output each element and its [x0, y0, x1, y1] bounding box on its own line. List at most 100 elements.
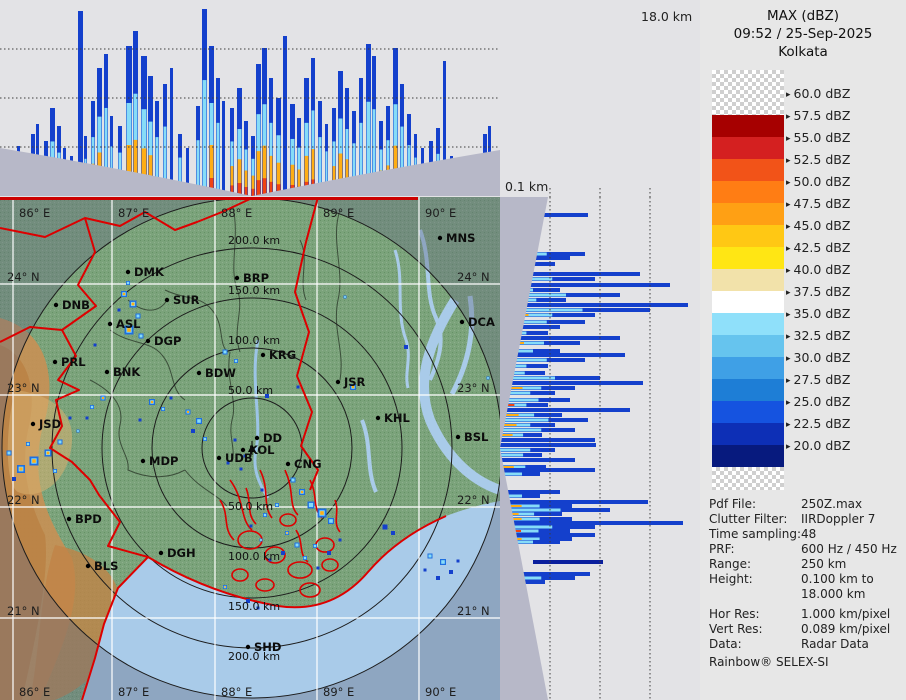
echo-cell	[169, 396, 173, 400]
legend-swatch	[712, 423, 784, 445]
legend-swatch	[712, 225, 784, 247]
legend-arrow-icon: ▸	[786, 90, 791, 100]
profile-bar-core	[500, 434, 513, 436]
echo-cell	[316, 566, 320, 570]
profile-spike	[443, 61, 446, 196]
echo-cell	[138, 418, 142, 422]
meta-row-label: Vert Res:	[709, 622, 763, 636]
legend-swatch	[712, 313, 784, 335]
echo-cell	[296, 385, 300, 389]
city-dot	[234, 275, 240, 281]
legend-arrow-icon: ▸	[786, 178, 791, 188]
profile-bar-mid	[500, 508, 561, 512]
legend-level-label: ▸ 32.5 dBZ	[786, 328, 851, 343]
echo-cell-core-warm	[187, 411, 189, 413]
legend-swatch-below-min	[712, 467, 784, 490]
profile-bar	[500, 468, 595, 472]
meta-row-value: 48	[801, 527, 817, 541]
profile-spike	[78, 11, 83, 196]
range-ring-label: 200.0 km	[228, 234, 280, 247]
echo-cell-core-warm	[46, 451, 50, 455]
profile-spike	[283, 36, 287, 196]
legend-swatch	[712, 445, 784, 467]
lat-label-right: 23° N	[457, 381, 490, 395]
meta-row-label: Clutter Filter:	[709, 512, 788, 526]
city-dot	[254, 435, 260, 441]
echo-cell	[12, 477, 16, 481]
profile-spike-core	[290, 164, 295, 196]
echo-cell-core-warm	[150, 400, 154, 404]
echo-cell	[423, 568, 427, 572]
city-label-cng: CNG	[294, 457, 322, 471]
city-label-bpd: BPD	[75, 512, 102, 526]
profile-spike-core	[133, 139, 138, 196]
lat-label-left: 21° N	[7, 604, 40, 618]
meta-row-value: 18.000 km	[801, 587, 866, 601]
legend-swatch	[712, 159, 784, 181]
echo-cell-core	[234, 359, 238, 363]
profile-bar-mid	[500, 358, 547, 362]
echo-cell-core-warm	[286, 532, 288, 534]
profile-bar	[500, 490, 560, 494]
city-label-mdp: MDP	[149, 454, 178, 468]
echo-cell-core-warm	[320, 511, 324, 515]
legend-arrow-icon: ▸	[786, 398, 791, 408]
product-datetime: 09:52 / 25-Sep-2025	[733, 26, 873, 42]
city-dot	[66, 516, 72, 522]
legend-swatch	[712, 269, 784, 291]
profile-spike-mid	[372, 109, 376, 196]
legend-arrow-icon: ▸	[786, 310, 791, 320]
legend-level-label: ▸ 55.0 dBZ	[786, 130, 851, 145]
city-dot	[459, 319, 465, 325]
echo-cell	[436, 576, 440, 580]
profile-bar	[533, 560, 603, 564]
profile-spike-core-hot	[276, 184, 281, 196]
profile-spike	[222, 101, 225, 196]
profile-spike-core-hot	[230, 185, 234, 196]
profile-spike-core-hot	[237, 183, 242, 196]
lat-label-right: 24° N	[457, 270, 490, 284]
meta-row-value: 0.089 km/pixel	[801, 622, 891, 636]
meta-row-label: Height:	[709, 572, 753, 586]
echo-cell	[449, 570, 453, 574]
city-dot	[455, 434, 461, 440]
city-dot	[107, 321, 113, 327]
profile-spike-core	[311, 149, 315, 196]
profile-spike-core-hot	[251, 188, 255, 196]
profile-spike-core-hot	[209, 178, 214, 196]
meta-row-label: PRF:	[709, 542, 735, 556]
map-panel[interactable]	[0, 197, 502, 700]
echo-cell-core	[303, 556, 307, 560]
legend-arrow-icon: ▸	[786, 266, 791, 276]
lon-label-bottom: 86° E	[19, 685, 50, 699]
profile-bar	[500, 303, 688, 307]
map-district-borders	[89, 206, 342, 509]
city-label-bls: BLS	[94, 559, 118, 573]
echo-cell-core-warm	[19, 467, 23, 471]
echo-cell	[68, 416, 72, 420]
profile-spike-mid	[196, 140, 200, 196]
profile-bar	[500, 408, 630, 412]
radar-site-marker	[248, 441, 256, 455]
legend-arrow-icon: ▸	[786, 244, 791, 254]
profile-spike-mid	[178, 157, 182, 196]
echo-cell	[117, 308, 121, 312]
lon-label-bottom: 89° E	[323, 685, 354, 699]
profile-bar	[500, 283, 670, 287]
city-dot	[158, 550, 164, 556]
legend-swatch	[712, 357, 784, 379]
profile-bar	[500, 272, 640, 276]
profile-bar-mid	[500, 428, 542, 432]
profile-spike-mid	[104, 107, 108, 196]
lat-label-right: 21° N	[457, 604, 490, 618]
profile-spike	[186, 148, 189, 196]
city-dot	[196, 370, 202, 376]
legend-level-label: ▸ 42.5 dBZ	[786, 240, 851, 255]
range-ring-label: 150.0 km	[228, 600, 280, 613]
city-label-dgp: DGP	[154, 334, 181, 348]
city-dot	[53, 302, 59, 308]
city-dot	[52, 359, 58, 365]
echo-cell-core	[90, 405, 94, 409]
profile-bar	[500, 572, 590, 576]
